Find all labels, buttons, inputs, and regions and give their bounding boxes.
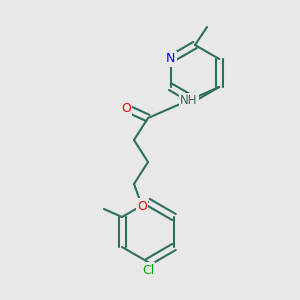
Text: O: O — [121, 101, 131, 115]
Text: Cl: Cl — [142, 263, 154, 277]
Text: O: O — [137, 200, 147, 212]
Text: NH: NH — [180, 94, 197, 107]
Text: N: N — [166, 52, 176, 65]
